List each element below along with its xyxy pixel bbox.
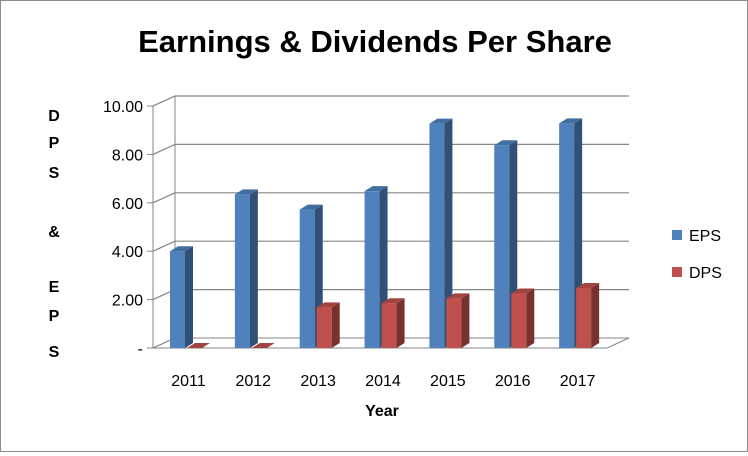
y-axis-title-letter: P xyxy=(49,135,60,152)
x-tick-label: 2012 xyxy=(235,373,271,390)
bar-top xyxy=(187,343,210,348)
bar-side xyxy=(526,288,535,348)
bar-front xyxy=(316,307,332,348)
bar-front xyxy=(299,209,315,348)
bar-dps xyxy=(251,343,275,348)
y-tick-labels: - 2.00 4.00 6.00 8.00 10.00 xyxy=(103,99,143,358)
y-axis-title: DPS&EPS xyxy=(48,108,60,361)
y-axis-title-letter: & xyxy=(48,224,60,241)
y-axis-title-letter: S xyxy=(49,165,60,182)
bar-front xyxy=(576,287,592,348)
bar-front xyxy=(511,293,527,348)
bar-dps xyxy=(576,282,600,348)
bar-front xyxy=(446,298,462,348)
bar-top xyxy=(251,343,275,348)
bar-side xyxy=(444,118,453,348)
legend-label-dps: DPS xyxy=(689,265,722,282)
chart-title: Earnings & Dividends Per Share xyxy=(138,24,612,59)
gridline-depth xyxy=(152,143,176,155)
plot-bars xyxy=(170,118,600,348)
bar-dps xyxy=(446,293,470,348)
y-tick-label: 4.00 xyxy=(112,244,143,261)
bar-top xyxy=(381,298,405,304)
bar-front xyxy=(494,145,510,348)
x-tick-label: 2013 xyxy=(300,373,336,390)
bar-dps xyxy=(381,298,405,348)
bar-dps xyxy=(316,302,340,348)
bar-top xyxy=(511,288,535,294)
x-tick-label: 2014 xyxy=(365,373,401,390)
x-axis-title: Year xyxy=(365,403,399,420)
bar-top xyxy=(316,302,340,308)
bar-front xyxy=(364,191,380,348)
legend: EPS DPS xyxy=(672,228,722,282)
bar-eps xyxy=(170,246,193,348)
x-tick-label: 2011 xyxy=(171,373,206,390)
bar-top xyxy=(494,140,518,146)
bar-dps xyxy=(511,288,535,348)
bar-side xyxy=(396,298,405,348)
x-tick-labels: 2011 2012 2013 2014 2015 2016 2017 xyxy=(171,373,595,390)
bar-side xyxy=(249,189,258,348)
bar-top xyxy=(170,246,193,252)
y-axis-title-letter: E xyxy=(49,279,60,296)
bar-front xyxy=(429,123,445,348)
y-axis-title-letter: P xyxy=(49,308,60,325)
x-tick-label: 2016 xyxy=(495,373,531,390)
y-axis-title-letter: D xyxy=(48,108,60,125)
bar-top xyxy=(446,293,470,299)
bar-eps xyxy=(234,189,258,348)
gridline-depth xyxy=(152,95,176,107)
legend-swatch-eps xyxy=(672,230,682,240)
gridline-depth xyxy=(152,240,176,252)
bar-front xyxy=(170,251,185,348)
bar-dps xyxy=(187,343,210,348)
bar-top xyxy=(364,186,388,192)
legend-swatch-dps xyxy=(672,267,682,277)
bar-top xyxy=(234,189,258,195)
y-tick-label: - xyxy=(138,341,143,358)
x-tick-label: 2015 xyxy=(430,373,466,390)
gridline-depth xyxy=(152,192,176,204)
legend-label-eps: EPS xyxy=(689,228,721,245)
y-axis-title-letter: S xyxy=(49,344,60,361)
bar-top xyxy=(559,118,583,124)
bar-top xyxy=(576,282,600,288)
y-tick-label: 8.00 xyxy=(112,147,143,164)
bar-front xyxy=(381,303,397,348)
bar-top xyxy=(429,118,453,124)
bar-side xyxy=(461,293,470,348)
bar-side xyxy=(591,282,600,348)
bar-side xyxy=(331,302,340,348)
bar-front xyxy=(559,123,575,348)
y-tick-label: 10.00 xyxy=(103,99,143,116)
y-tick-label: 2.00 xyxy=(112,293,143,310)
bar-top xyxy=(299,204,323,210)
bar-eps xyxy=(429,118,453,348)
bar-front xyxy=(234,194,250,348)
bar-side xyxy=(185,246,193,348)
x-tick-label: 2017 xyxy=(560,373,596,390)
y-tick-label: 6.00 xyxy=(112,196,143,213)
